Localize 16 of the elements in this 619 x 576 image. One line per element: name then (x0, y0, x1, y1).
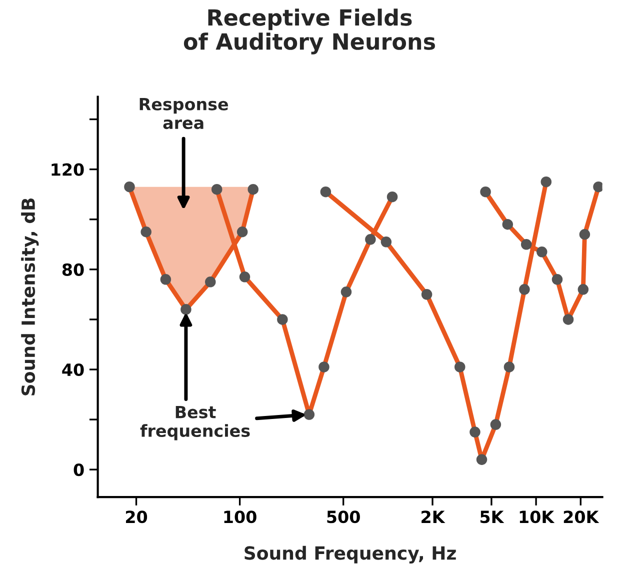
x-tick-label: 10K (520, 510, 555, 524)
y-tick-label: 80 (62, 263, 84, 276)
x-tick-label: 5K (480, 510, 504, 524)
x-tick-label: 20 (126, 510, 148, 524)
y-tick-label: 40 (62, 363, 84, 376)
x-tick-label: 100 (224, 510, 256, 524)
chart-title: Receptive Fields of Auditory Neurons (184, 8, 435, 54)
x-tick-label: 20K (564, 510, 600, 524)
y-axis-title: Sound Intensity, dB (21, 198, 39, 396)
y-tick-label: 0 (74, 464, 84, 476)
annotation: Best frequencies (140, 406, 250, 440)
x-tick-label: 2K (422, 510, 446, 523)
annotation: Response area (140, 98, 228, 130)
x-tick-label: 500 (327, 510, 360, 524)
x-axis-title: Sound Frequency, Hz (244, 546, 456, 564)
y-tick-label: 120 (52, 163, 84, 176)
